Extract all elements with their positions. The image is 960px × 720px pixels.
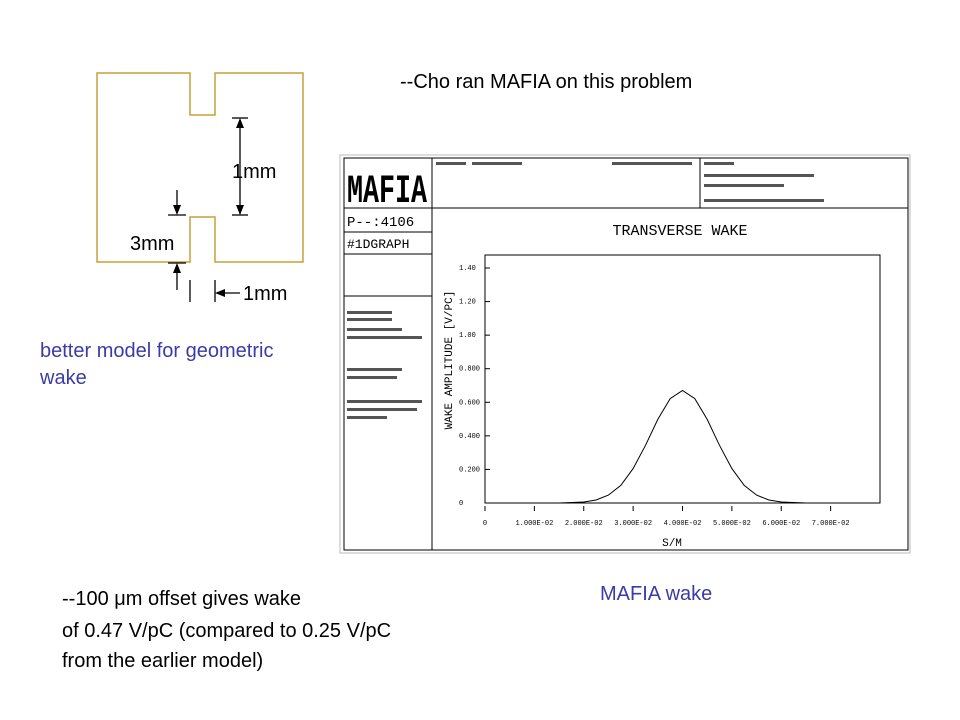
note-line: from the earlier model) (62, 650, 263, 672)
y-tick-label: 0.800 (459, 366, 480, 374)
wake-curve (489, 389, 880, 504)
x-tick-label: 0 (483, 520, 487, 528)
width-label: 1mm (243, 283, 287, 305)
plot-layer: 0 0.200 0.400 0.600 0.800 1.00 1.20 1.40 0 1.000E… (459, 265, 880, 528)
x-tick-label: 4.000E-02 (664, 520, 702, 528)
heading: --Cho ran MAFIA on this problem (400, 71, 692, 93)
note-line: --100 μm offset gives wake (62, 588, 301, 610)
plot-frame (339, 154, 911, 554)
y-tick-label: 0.600 (459, 399, 480, 407)
gap-label: 1mm (232, 161, 276, 183)
note-line: of 0.47 V/pC (compared to 0.25 V/pC (62, 620, 391, 642)
x-tick-label: 6.000E-02 (762, 520, 800, 528)
dimension-lines (168, 117, 248, 302)
y-tick-label: 0.200 (459, 466, 480, 474)
arrowheads (173, 118, 244, 297)
y-tick-label: 0.400 (459, 433, 480, 441)
diagram-caption: better model for geometric (40, 340, 273, 362)
cavity-outline (96, 72, 304, 263)
x-axis-label: S/M (662, 538, 682, 550)
y-tick-label: 0 (459, 500, 463, 508)
plot-axes (484, 254, 881, 504)
y-tick-label: 1.20 (459, 299, 476, 307)
x-tick-label: 1.000E-02 (515, 520, 553, 528)
x-tick-label: 5.000E-02 (713, 520, 751, 528)
diagram-caption: wake (39, 367, 87, 389)
y-tick-label: 1.40 (459, 265, 476, 273)
plot-title: TRANSVERSE WAKE (612, 223, 747, 240)
y-tick-label: 1.00 (459, 332, 476, 340)
y-axis-label: WAKE AMPLITUDE [V/PC] (444, 291, 456, 430)
aperture-label: 3mm (130, 233, 174, 255)
x-tick-label: 3.000E-02 (614, 520, 652, 528)
plot-logo: MAFIA (347, 170, 427, 215)
x-tick-label: 7.000E-02 (812, 520, 850, 528)
graph-id: #1DGRAPH (347, 237, 409, 252)
header-text-blocks (347, 162, 824, 419)
x-tick-label: 2.000E-02 (565, 520, 603, 528)
plot-caption: MAFIA wake (600, 583, 712, 605)
run-id: P--:4106 (347, 215, 414, 231)
